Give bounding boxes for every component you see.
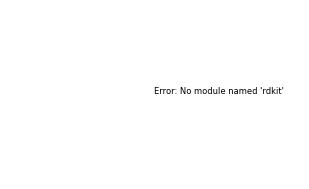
Text: Error: No module named 'rdkit': Error: No module named 'rdkit' — [154, 88, 284, 97]
